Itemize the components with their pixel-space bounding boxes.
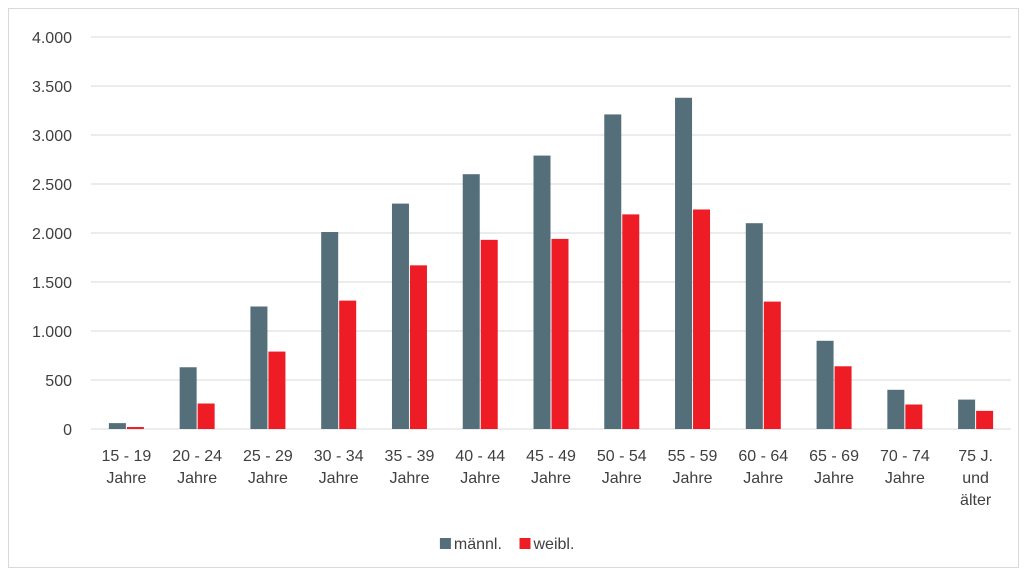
bar-weibl <box>834 366 852 429</box>
y-tick-label: 3.000 <box>32 128 72 145</box>
x-tick-label: 45 - 49 Jahre <box>526 448 576 487</box>
bar-weibl <box>905 404 923 429</box>
bar-weibl <box>976 410 994 429</box>
bar-chart: 05001.0001.5002.0002.5003.0003.5004.000 … <box>32 30 1011 553</box>
bar-weibl <box>480 239 498 429</box>
bar-maennl <box>745 223 763 429</box>
bar-weibl <box>126 427 144 429</box>
bar-weibl <box>409 265 427 429</box>
x-tick-label: 25 - 29 Jahre <box>243 448 293 487</box>
gridlines <box>91 36 1011 430</box>
y-tick-label: 1.500 <box>32 275 72 292</box>
x-axis-ticks: 15 - 19 Jahre 20 - 24 Jahre 25 - 29 Jahre 30 -… <box>101 448 992 509</box>
y-tick-label: 2.000 <box>32 226 72 243</box>
bar-weibl <box>763 301 781 429</box>
x-tick-label: 55 - 59 Jahre <box>668 448 718 487</box>
bar-weibl <box>551 238 569 429</box>
bar-weibl <box>693 209 711 429</box>
bar-weibl <box>268 351 286 429</box>
x-tick-label: 70 - 74 Jahre <box>880 448 930 487</box>
y-tick-label: 2.500 <box>32 177 72 194</box>
x-tick-label: 30 - 34 Jahre <box>314 448 364 487</box>
bars <box>108 97 994 430</box>
legend-label: weibl. <box>533 536 575 553</box>
y-tick-label: 3.500 <box>32 79 72 96</box>
legend-swatch <box>439 538 451 549</box>
legend-label: männl. <box>454 536 502 553</box>
bar-maennl <box>108 423 126 429</box>
legend-swatch <box>519 538 531 549</box>
legend: männl. weibl. <box>439 536 575 553</box>
bar-maennl <box>179 367 197 429</box>
bar-maennl <box>250 306 268 429</box>
bar-maennl <box>887 389 905 429</box>
bar-maennl <box>533 155 551 429</box>
bar-maennl <box>391 203 409 429</box>
x-tick-label: 15 - 19 Jahre <box>101 448 151 487</box>
bar-maennl <box>462 174 480 429</box>
bar-maennl <box>321 232 339 429</box>
bar-weibl <box>339 300 357 429</box>
bar-maennl <box>958 399 976 429</box>
bar-weibl <box>622 214 640 429</box>
bar-maennl <box>675 97 693 429</box>
x-tick-label: 20 - 24 Jahre <box>172 448 222 487</box>
x-tick-label: 60 - 64 Jahre <box>738 448 788 487</box>
x-tick-label: 65 - 69 Jahre <box>809 448 859 487</box>
y-tick-label: 1.000 <box>32 324 72 341</box>
x-tick-label: 40 - 44 Jahre <box>455 448 505 487</box>
x-tick-label: 50 - 54 Jahre <box>597 448 647 487</box>
bar-maennl <box>604 114 622 430</box>
y-tick-label: 4.000 <box>32 30 72 47</box>
y-axis-ticks: 0 500 1.000 1.500 2.000 2.500 3.000 3.500 4.000 <box>32 30 72 439</box>
y-tick-label: 0 <box>63 422 72 439</box>
bar-maennl <box>816 340 834 429</box>
y-tick-label: 500 <box>45 373 72 390</box>
chart-frame: 0 500 1.000 1.500 2.000 2.500 3.000 3.500 4.000 … <box>8 8 1019 568</box>
x-tick-label: 35 - 39 Jahre <box>385 448 435 487</box>
x-tick-label: 75 J. und älter <box>958 448 993 509</box>
bar-weibl <box>197 403 215 429</box>
